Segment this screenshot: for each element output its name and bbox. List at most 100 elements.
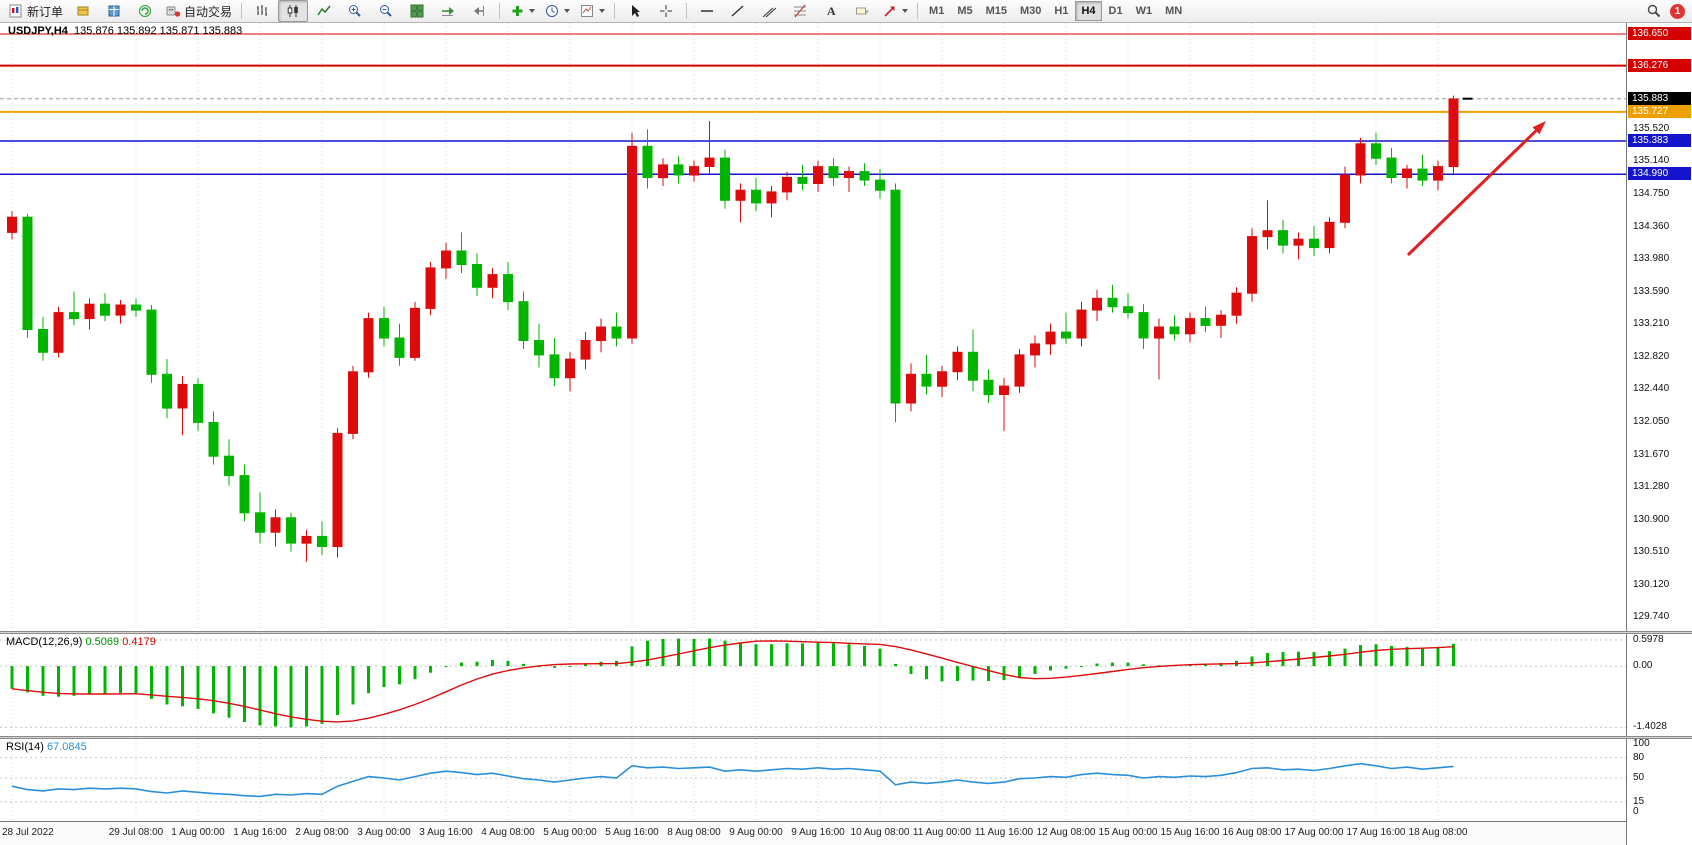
- time-axis-label: 8 Aug 08:00: [667, 827, 721, 838]
- time-axis-label: 1 Aug 16:00: [233, 827, 287, 838]
- candlestick-chart[interactable]: [0, 23, 1626, 631]
- candlestick-chart-icon: [285, 3, 301, 19]
- price-tag: 135.383: [1628, 134, 1691, 147]
- toolbar: 新订单: [0, 0, 1692, 23]
- price-axis-label: 131.280: [1633, 481, 1670, 492]
- channel-button[interactable]: [754, 0, 784, 22]
- price-axis-label: 133.980: [1633, 253, 1670, 264]
- cursor-button[interactable]: [620, 0, 650, 22]
- price-axis-label: 130.900: [1633, 514, 1670, 525]
- tab-timeframe-m5[interactable]: M5: [957, 5, 973, 17]
- arrow-tools-button[interactable]: [878, 0, 912, 22]
- price-axis-label: 131.670: [1633, 449, 1670, 460]
- time-axis-label: 11 Aug 00:00: [912, 827, 972, 838]
- price-tag: 136.650: [1628, 27, 1691, 40]
- macd-signal-value: 0.4179: [122, 636, 156, 648]
- tile-windows-button[interactable]: [402, 0, 432, 22]
- text-button[interactable]: A: [816, 0, 846, 22]
- tile-windows-icon: [409, 3, 425, 19]
- macd-main-value: 0.5069: [85, 636, 120, 648]
- tab-timeframe-m1[interactable]: M1: [929, 5, 945, 17]
- fibonacci-button[interactable]: [785, 0, 815, 22]
- price-axis-label: 129.740: [1633, 611, 1670, 622]
- time-axis-label: 4 Aug 08:00: [481, 827, 535, 838]
- autotrade-icon: [165, 3, 181, 19]
- rsi-axis-label: 50: [1633, 772, 1645, 783]
- bar-chart-button[interactable]: [247, 0, 277, 22]
- svg-text:A: A: [827, 4, 836, 18]
- chart-shift-button[interactable]: [464, 0, 494, 22]
- time-axis-label: 18 Aug 08:00: [1408, 827, 1468, 838]
- chart-area: USDJPY,H4 135.876 135.892 135.871 135.88…: [0, 23, 1692, 845]
- pane-splitter-macd[interactable]: [0, 631, 1692, 634]
- navigator-button[interactable]: [130, 0, 160, 22]
- price-axis-label: 132.050: [1633, 416, 1670, 427]
- rsi-value: 67.0845: [46, 741, 87, 753]
- time-axis-label: 29 Jul 08:00: [108, 827, 164, 838]
- auto-scroll-button[interactable]: [433, 0, 463, 22]
- rsi-label: RSI(14) 67.0845: [6, 741, 87, 753]
- time-axis-label: 11 Aug 16:00: [974, 827, 1034, 838]
- macd-axis-label: -1.4028: [1633, 721, 1667, 732]
- time-axis-label: 17 Aug 16:00: [1346, 827, 1406, 838]
- tab-timeframe-d1[interactable]: D1: [1108, 5, 1123, 17]
- time-axis-label: 5 Aug 16:00: [605, 827, 659, 838]
- time-axis-label: 9 Aug 16:00: [791, 827, 845, 838]
- price-axis-label: 135.140: [1633, 155, 1670, 166]
- tab-timeframe-h4[interactable]: H4: [1075, 1, 1102, 21]
- new-order-button[interactable]: 新订单: [4, 0, 67, 22]
- price-axis[interactable]: 135.520 135.140 134.750 134.360 133.980 133.5…: [1626, 23, 1692, 845]
- line-chart-icon: [316, 3, 332, 19]
- notification-badge[interactable]: 1: [1670, 3, 1685, 19]
- templates-icon: [579, 3, 595, 19]
- zoom-in-button[interactable]: [340, 0, 370, 22]
- zoom-out-icon: [378, 3, 394, 19]
- time-axis-label: 12 Aug 08:00: [1036, 827, 1096, 838]
- channel-icon: [761, 3, 777, 19]
- bar-chart-icon: [254, 3, 270, 19]
- time-axis-label: 3 Aug 16:00: [419, 827, 473, 838]
- price-tag: 136.276: [1628, 59, 1691, 72]
- toolbar-separator: [614, 3, 616, 19]
- time-axis[interactable]: 28 Jul 2022 29 Jul 08:00 1 Aug 00:00 1 Aug …: [0, 821, 1626, 845]
- rsi-axis-label: 0: [1633, 806, 1639, 817]
- cursor-icon: [627, 3, 643, 19]
- main-chart-pane: USDJPY,H4 135.876 135.892 135.871 135.88…: [0, 23, 1626, 631]
- tab-timeframe-w1[interactable]: W1: [1135, 5, 1153, 17]
- label-button[interactable]: [847, 0, 877, 22]
- trendline-button[interactable]: [723, 0, 753, 22]
- data-window-button[interactable]: [99, 0, 129, 22]
- toolbar-separator: [241, 3, 243, 19]
- tab-timeframe-mn[interactable]: MN: [1165, 5, 1183, 17]
- time-axis-label: 15 Aug 00:00: [1098, 827, 1158, 838]
- tab-timeframe-m15[interactable]: M15: [985, 5, 1007, 17]
- indicators-button[interactable]: [505, 0, 539, 22]
- toolbar-separator: [686, 3, 688, 19]
- zoom-out-button[interactable]: [371, 0, 401, 22]
- candlestick-chart-button[interactable]: [278, 0, 309, 22]
- rsi-chart[interactable]: [0, 739, 1626, 821]
- templates-button[interactable]: [575, 0, 609, 22]
- arrow-tools-icon: [882, 3, 898, 19]
- rsi-axis-label: 100: [1633, 738, 1650, 749]
- line-chart-button[interactable]: [309, 0, 339, 22]
- price-tag: 135.883: [1628, 92, 1691, 105]
- crosshair-button[interactable]: [651, 0, 681, 22]
- hline-button[interactable]: [692, 0, 722, 22]
- pane-splitter-rsi[interactable]: [0, 736, 1692, 739]
- periods-button[interactable]: [540, 0, 574, 22]
- macd-chart[interactable]: [0, 634, 1626, 736]
- search-button[interactable]: [1639, 0, 1669, 22]
- symbol-label: USDJPY,H4: [8, 25, 68, 37]
- tab-timeframe-m30[interactable]: M30: [1020, 5, 1042, 17]
- text-icon: A: [823, 3, 839, 19]
- navigator-icon: [137, 3, 153, 19]
- new-order-label: 新订单: [27, 4, 64, 19]
- autotrade-button[interactable]: 自动交易: [161, 0, 236, 22]
- market-watch-button[interactable]: [68, 0, 98, 22]
- tab-timeframe-h1[interactable]: H1: [1054, 5, 1069, 17]
- symbol-ohlc-header: USDJPY,H4 135.876 135.892 135.871 135.88…: [8, 25, 242, 37]
- price-axis-label: 132.440: [1633, 383, 1670, 394]
- macd-axis-label: 0.00: [1633, 660, 1653, 671]
- indicators-icon: [509, 3, 525, 19]
